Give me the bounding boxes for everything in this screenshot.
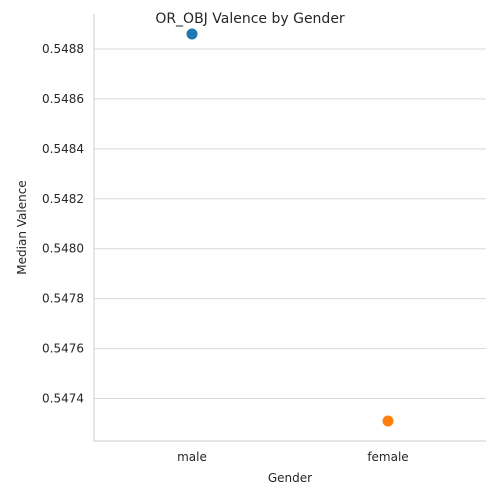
y-tick-labels: 0.5474 0.5476 0.5478 0.5480 0.5482 0.5484 0.54… (42, 42, 84, 406)
y-tick-label: 0.5480 (42, 242, 84, 256)
data-point-male (186, 28, 198, 40)
x-tick-label: male (177, 450, 207, 464)
y-tick-label: 0.5488 (42, 42, 84, 56)
y-tick-label: 0.5484 (42, 142, 84, 156)
y-axis-label: Median Valence (15, 180, 29, 274)
y-tick-label: 0.5482 (42, 192, 84, 206)
y-tick-label: 0.5474 (42, 392, 84, 406)
y-tick-label: 0.5476 (42, 342, 84, 356)
x-tick-labels: male female (177, 450, 409, 464)
chart-title: OR_OBJ Valence by Gender (155, 11, 345, 27)
data-point-female (382, 415, 394, 427)
grid-lines (94, 48, 486, 400)
y-tick-label: 0.5478 (42, 292, 84, 306)
x-tick-label: female (367, 450, 408, 464)
x-axis-label: Gender (268, 471, 312, 485)
data-points (186, 28, 394, 427)
y-tick-label: 0.5486 (42, 92, 84, 106)
